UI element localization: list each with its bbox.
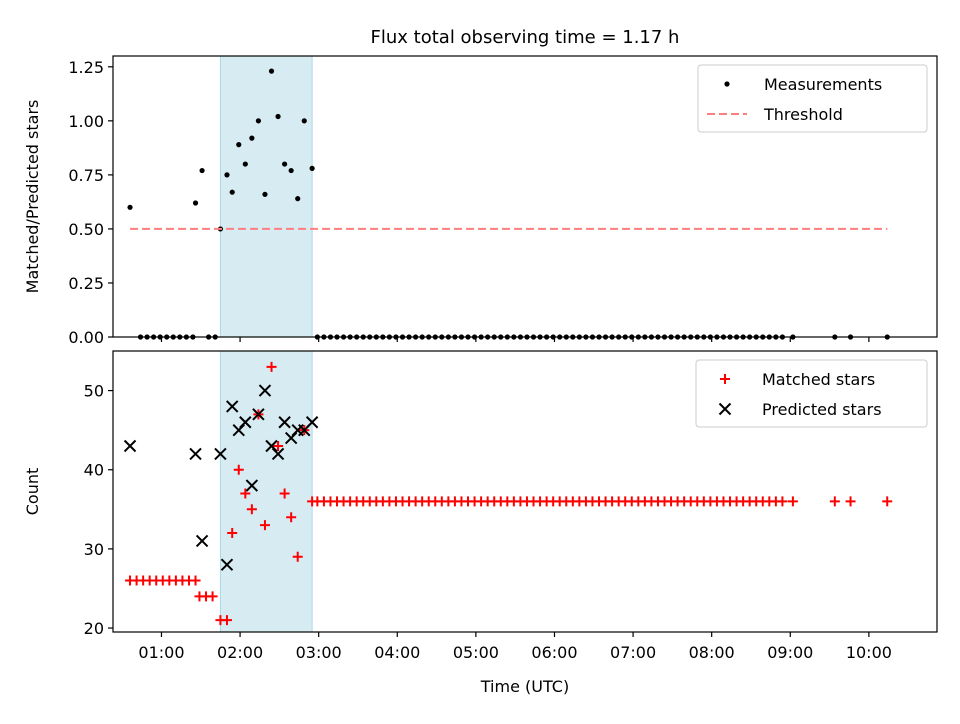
legend-label: Measurements <box>764 75 882 94</box>
legend-swatch <box>724 81 730 87</box>
top-panel-ratio: 0.00 0.25 0.50 0.75 1.00 1.25 Matched/Predicte… <box>23 55 938 347</box>
data-point <box>301 118 307 124</box>
y-tick-label: 0.75 <box>68 166 104 185</box>
bottom-panel-counts: 20 30 40 50 01:00 02:00 03:00 04:00 05:00 06:00 07… <box>23 350 938 696</box>
data-point <box>123 439 137 453</box>
y-axis-label: Matched/Predicted stars <box>23 100 42 294</box>
data-point <box>220 558 234 571</box>
chart-title: Flux total observing time = 1.17 h <box>371 27 680 48</box>
data-point <box>271 447 285 461</box>
x-tick-label: 05:00 <box>453 643 499 662</box>
data-point <box>262 191 268 197</box>
data-point <box>207 591 218 602</box>
x-tick-label: 04:00 <box>374 643 420 662</box>
data-point <box>305 416 319 429</box>
data-point <box>288 167 294 174</box>
x-tick-label: 02:00 <box>217 643 263 662</box>
data-point <box>279 488 290 499</box>
data-point <box>189 447 202 461</box>
data-point <box>286 512 297 523</box>
data-point <box>249 135 255 141</box>
y-tick-label: 1.00 <box>68 112 104 131</box>
series-matched-stars <box>125 361 893 626</box>
y-axis-label: Count <box>23 468 42 516</box>
y-tick-label: 50 <box>84 382 104 401</box>
data-point <box>309 165 315 171</box>
legend-label: Matched stars <box>762 370 875 389</box>
y-tick-label: 0.50 <box>68 220 104 239</box>
data-point <box>221 615 232 626</box>
data-point <box>246 504 257 515</box>
data-point <box>255 118 262 124</box>
x-tick-label: 09:00 <box>767 643 813 662</box>
data-point <box>278 416 291 429</box>
data-point <box>295 196 301 202</box>
legend-frame <box>695 359 928 428</box>
data-point <box>787 496 798 507</box>
x-tick-label: 07:00 <box>610 643 656 662</box>
data-point <box>268 68 275 74</box>
legend-swatch <box>718 402 732 416</box>
y-tick-label: 30 <box>84 540 104 559</box>
data-point <box>252 408 265 421</box>
data-point <box>229 189 235 195</box>
y-tick-label: 0.25 <box>68 274 104 293</box>
x-tick-label: 06:00 <box>531 643 577 662</box>
legend-frame <box>697 64 928 133</box>
y-tick-label: 20 <box>84 619 104 638</box>
data-point <box>845 496 856 507</box>
data-point <box>227 528 238 539</box>
data-point <box>226 400 239 413</box>
legend: Measurements Threshold <box>697 64 928 133</box>
data-point <box>258 384 272 397</box>
x-tick-label: 08:00 <box>689 643 735 662</box>
y-tick-label: 1.25 <box>68 58 104 77</box>
data-point <box>273 440 284 451</box>
data-point <box>245 479 259 492</box>
data-point <box>259 520 270 531</box>
data-point <box>233 464 244 475</box>
data-point <box>266 361 277 372</box>
legend-label: Predicted stars <box>762 400 882 419</box>
plot-frame <box>112 55 938 338</box>
data-point <box>192 200 199 206</box>
data-point <box>239 416 252 429</box>
data-point <box>190 575 201 586</box>
data-point <box>882 496 893 507</box>
x-tick-label: 10:00 <box>846 643 892 662</box>
data-point <box>282 161 288 167</box>
data-point <box>292 551 303 562</box>
series-predicted-stars <box>123 384 319 571</box>
data-point <box>777 496 788 507</box>
x-axis-label: Time (UTC) <box>480 677 569 696</box>
data-point <box>224 172 230 178</box>
y-tick-label: 0.00 <box>68 328 104 347</box>
legend: Matched stars Predicted stars <box>695 359 928 428</box>
data-point <box>214 447 227 461</box>
data-point <box>236 142 242 148</box>
data-point <box>195 534 209 548</box>
plot-frame <box>112 350 938 633</box>
data-point <box>199 167 205 174</box>
data-point <box>127 204 133 210</box>
legend-label: Threshold <box>763 105 843 124</box>
y-tick-label: 40 <box>84 461 104 480</box>
x-tick-label: 01:00 <box>138 643 184 662</box>
observing-window-band <box>220 351 313 632</box>
data-point <box>242 161 248 167</box>
data-point <box>240 488 251 499</box>
data-point <box>275 113 281 120</box>
data-point <box>829 496 840 507</box>
legend-swatch <box>720 374 730 384</box>
x-tick-label: 03:00 <box>296 643 342 662</box>
